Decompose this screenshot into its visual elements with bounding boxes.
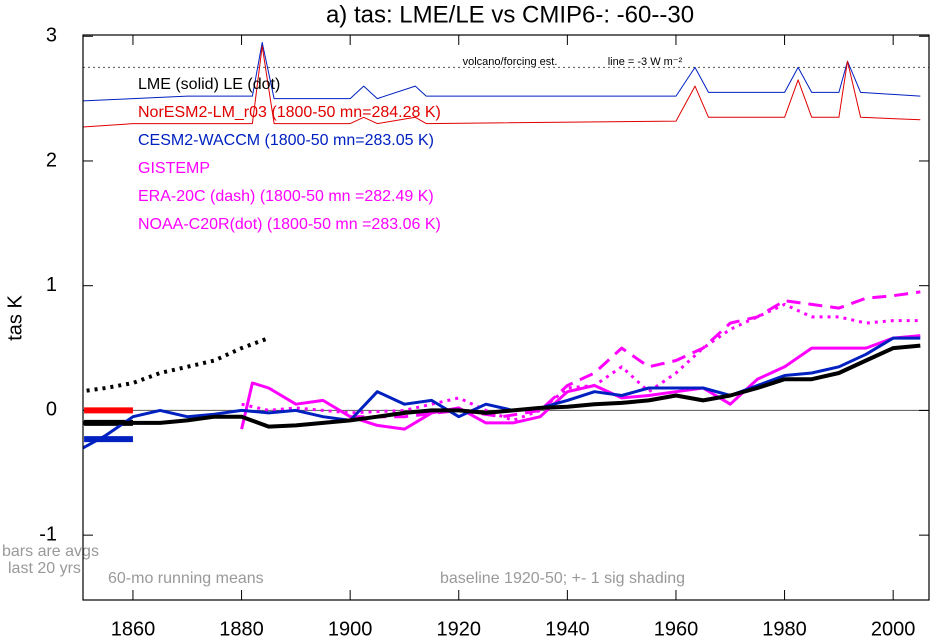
series-line	[83, 45, 921, 128]
series-line	[83, 336, 270, 394]
x-tick-label: 2000	[871, 618, 916, 640]
x-tick-label: 1900	[328, 618, 373, 640]
series-line	[83, 42, 921, 102]
annotation: bars are avgs	[2, 543, 99, 560]
legend-entry: NorESM2-LM_r03 (1800-50 mn=284.28 K)	[138, 104, 441, 121]
annotation: baseline 1920-50; +- 1 sig shading	[440, 570, 685, 587]
y-tick-label: 1	[46, 274, 57, 296]
series-line	[240, 334, 921, 431]
legend-entry: LME (solid) LE (dot)	[138, 76, 280, 93]
legend-entry: ERA-20C (dash) (1800-50 mn =282.49 K)	[138, 188, 434, 205]
x-tick-label: 1920	[437, 618, 482, 640]
y-tick-label: -1	[39, 523, 57, 545]
x-tick-label: 1860	[111, 618, 156, 640]
annotation: 60-mo running means	[108, 570, 264, 587]
x-tick-label: 1880	[219, 618, 264, 640]
y-tick-label: 2	[46, 149, 57, 171]
x-tick-label: 1940	[545, 618, 590, 640]
x-tick-label: 1980	[762, 618, 807, 640]
x-tick-label: 1960	[654, 618, 699, 640]
legend-entry: NOAA-C20R(dot) (1800-50 mn =283.06 K)	[138, 216, 441, 233]
legend-entry: GISTEMP	[138, 160, 210, 177]
y-axis-label: tas K	[4, 295, 26, 341]
plot-frame	[82, 34, 930, 601]
series-line	[241, 302, 921, 422]
chart-title: a) tas: LME/LE vs CMIP6-: -60--30	[326, 1, 694, 28]
annotation: line = -3 W m⁻²	[608, 56, 683, 68]
series-line	[350, 290, 921, 419]
legend-entry: CESM2-WACCM (1800-50 mn=283.05 K)	[138, 132, 434, 149]
y-tick-label: 3	[46, 25, 57, 47]
series-line	[83, 343, 921, 429]
y-tick-label: 0	[46, 399, 57, 421]
annotation: last 20 yrs	[8, 560, 81, 577]
annotation: volcano/forcing est.	[463, 56, 558, 68]
series-line	[83, 336, 921, 450]
